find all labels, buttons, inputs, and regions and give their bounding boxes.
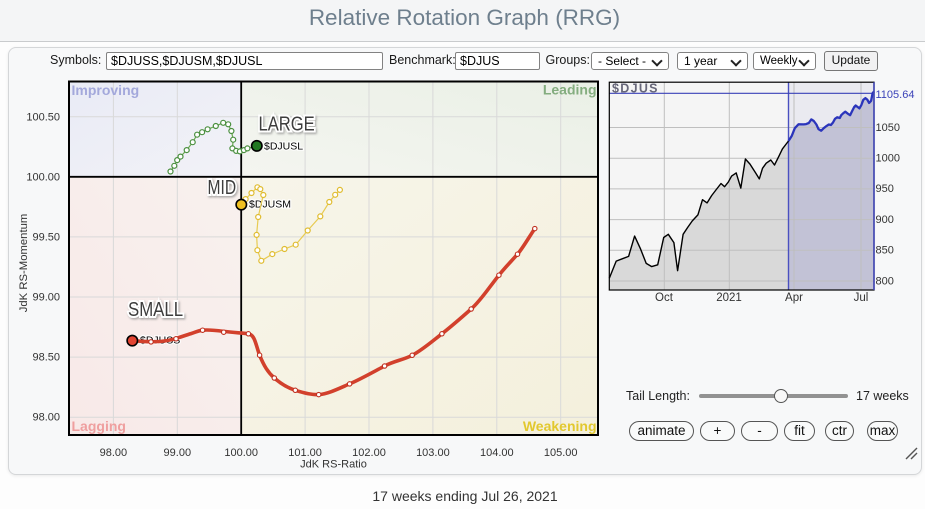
- svg-text:950: 950: [876, 183, 894, 195]
- svg-text:Lagging: Lagging: [72, 418, 126, 434]
- svg-text:104.00: 104.00: [480, 447, 514, 459]
- svg-text:98.00: 98.00: [100, 447, 128, 459]
- svg-text:$DJUSM: $DJUSM: [249, 199, 291, 211]
- svg-text:MID: MID: [208, 176, 237, 198]
- svg-text:103.00: 103.00: [416, 447, 450, 459]
- svg-text:98.50: 98.50: [32, 352, 60, 364]
- svg-text:800: 800: [876, 275, 894, 287]
- svg-text:Jul: Jul: [854, 292, 869, 304]
- svg-text:Leading: Leading: [543, 82, 597, 98]
- svg-text:100.00: 100.00: [26, 172, 60, 184]
- svg-text:99.50: 99.50: [32, 232, 60, 244]
- svg-text:1000: 1000: [876, 153, 900, 165]
- svg-text:JdK RS-Ratio: JdK RS-Ratio: [300, 459, 367, 471]
- svg-text:900: 900: [876, 214, 894, 226]
- svg-text:Apr: Apr: [785, 292, 803, 304]
- svg-text:$DJUS: $DJUS: [612, 82, 659, 96]
- svg-text:101.00: 101.00: [288, 447, 322, 459]
- svg-text:105.00: 105.00: [544, 447, 578, 459]
- svg-text:2021: 2021: [716, 292, 742, 304]
- svg-text:100.50: 100.50: [26, 112, 60, 124]
- svg-text:99.00: 99.00: [32, 292, 60, 304]
- svg-text:98.00: 98.00: [32, 412, 60, 424]
- svg-text:102.00: 102.00: [352, 447, 386, 459]
- svg-text:LARGE: LARGE: [259, 112, 315, 135]
- svg-text:850: 850: [876, 245, 894, 257]
- svg-text:99.00: 99.00: [164, 447, 192, 459]
- svg-text:1050: 1050: [876, 122, 900, 134]
- svg-text:1105.64: 1105.64: [876, 89, 915, 101]
- svg-text:100.00: 100.00: [224, 447, 258, 459]
- svg-text:JdK RS-Momentum: JdK RS-Momentum: [18, 214, 30, 313]
- svg-text:Weakening: Weakening: [523, 418, 597, 434]
- svg-text:Improving: Improving: [72, 82, 140, 98]
- svg-text:Oct: Oct: [655, 292, 674, 304]
- svg-text:SMALL: SMALL: [128, 298, 183, 321]
- svg-text:$DJUSL: $DJUSL: [264, 141, 303, 153]
